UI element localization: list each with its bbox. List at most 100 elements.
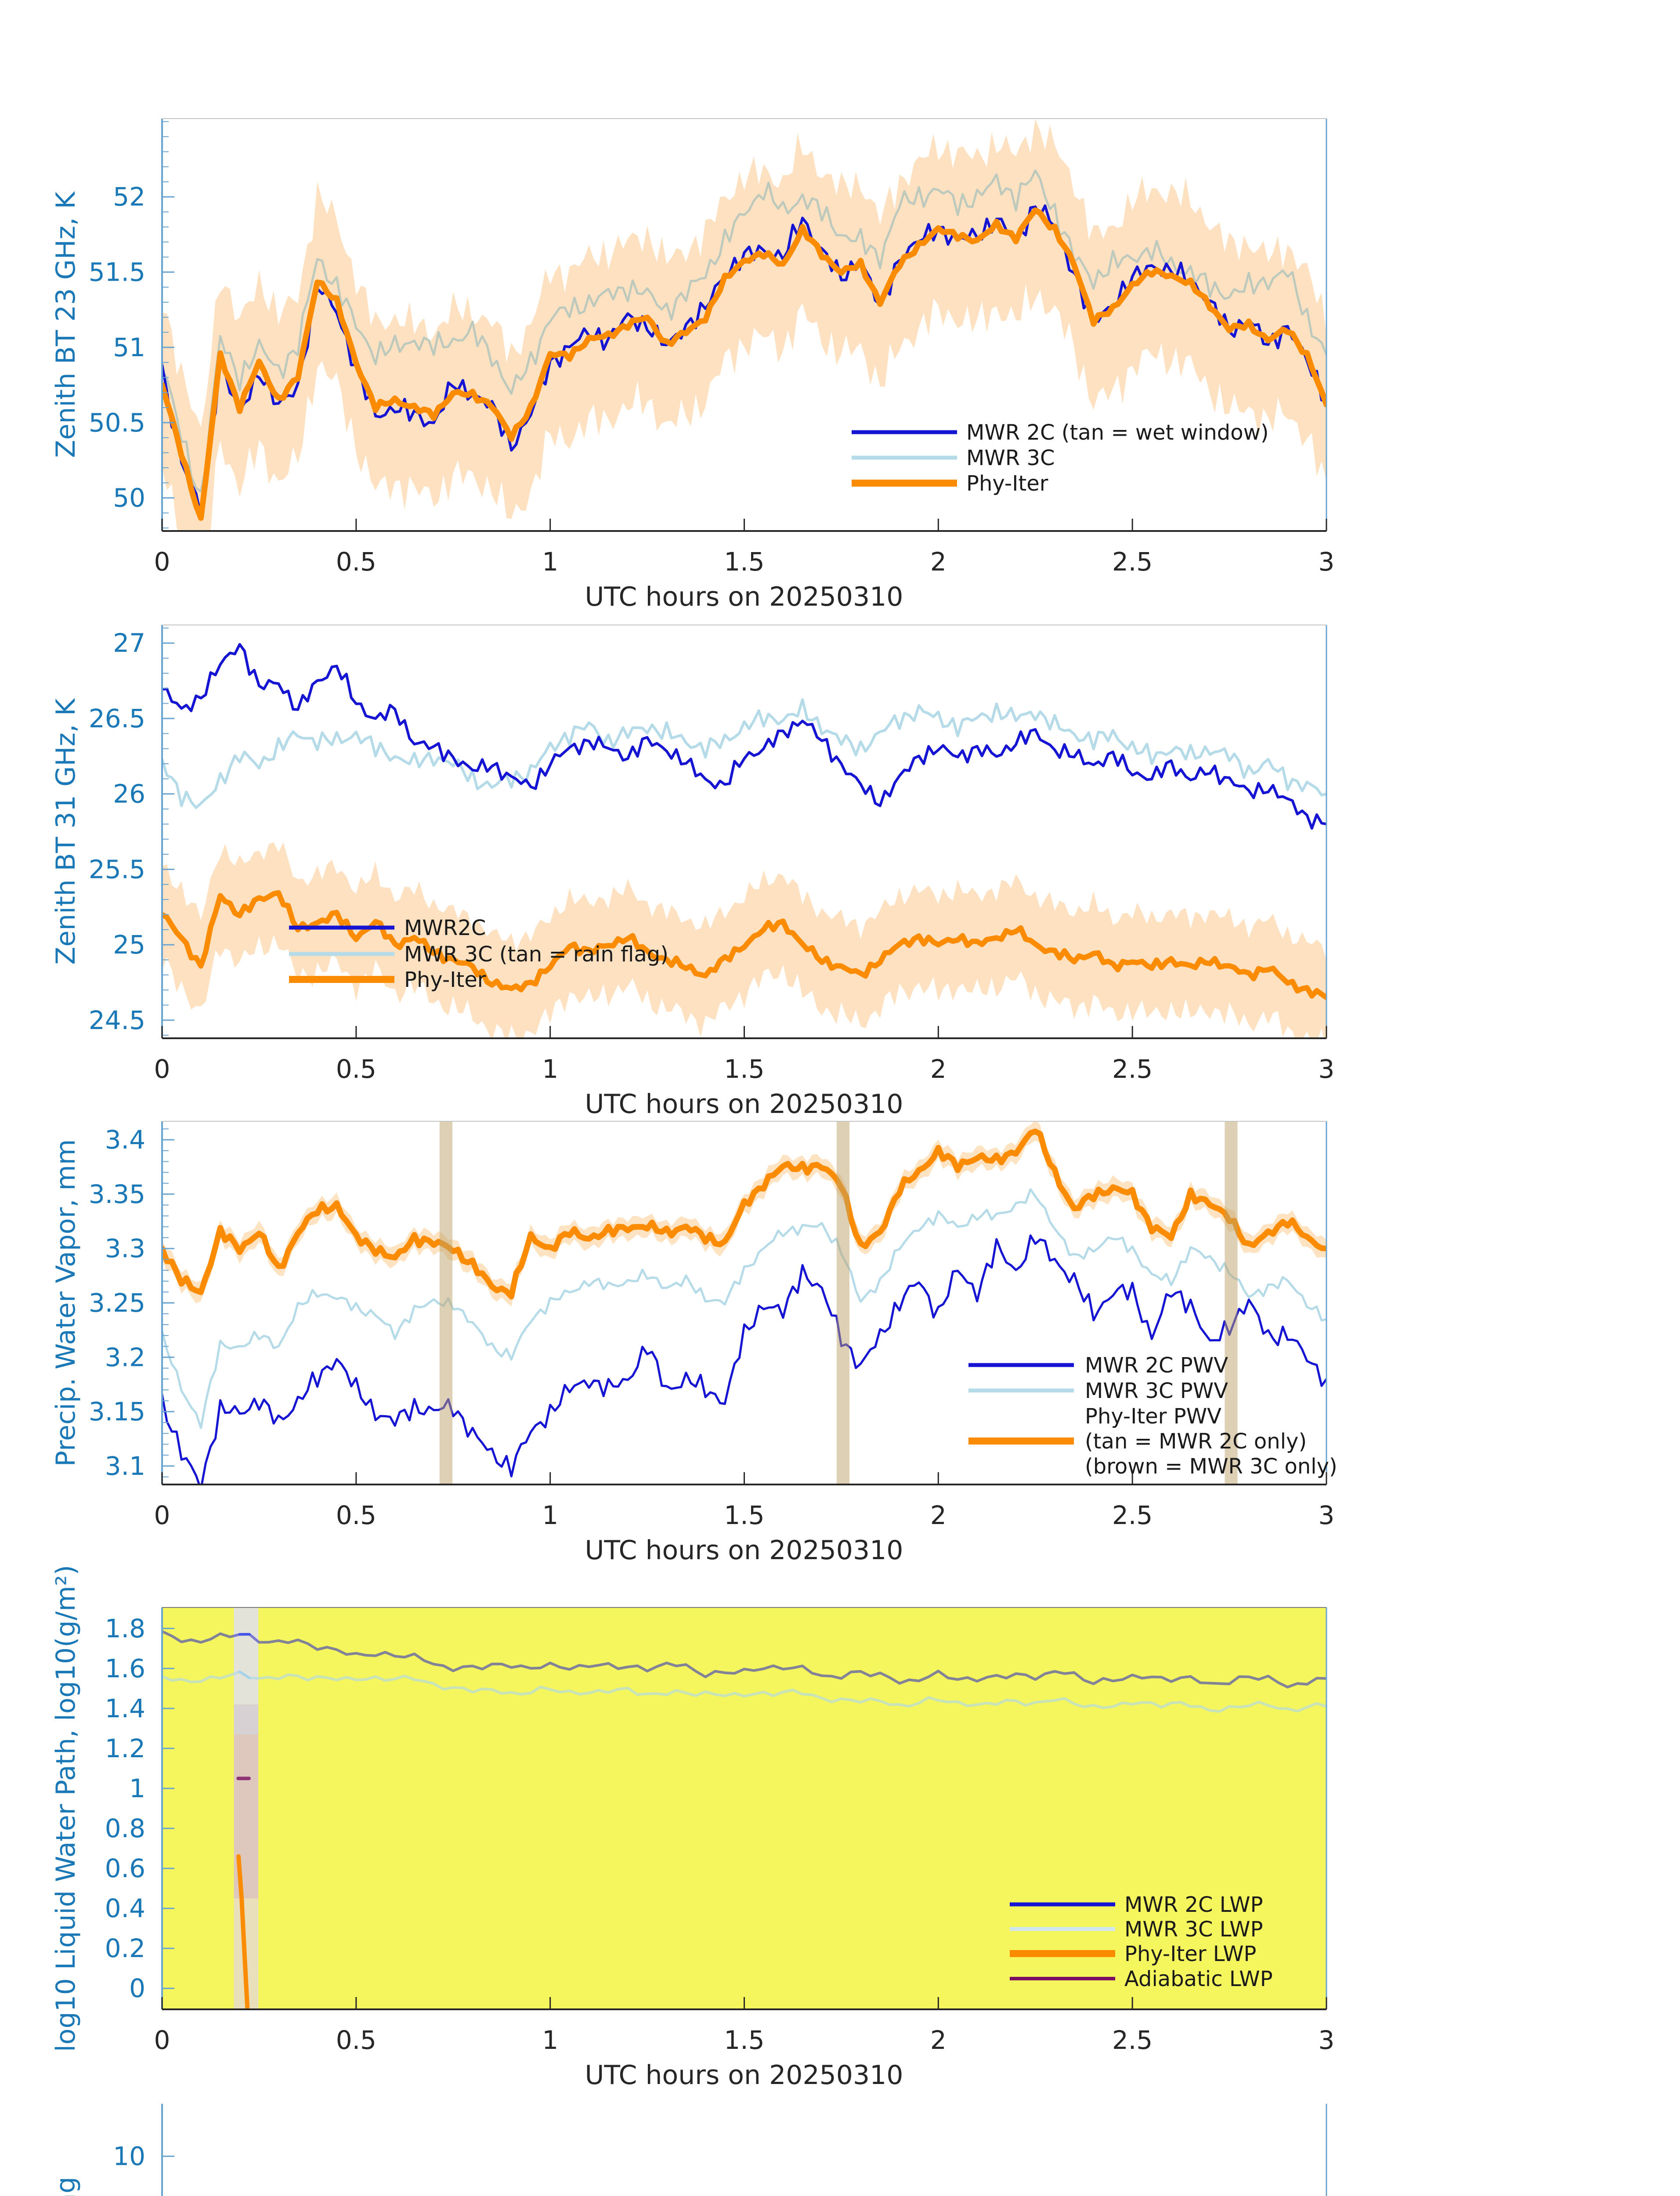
y-tick-label: 1.4 <box>105 1694 145 1723</box>
y-tick-label: 3.3 <box>105 1234 145 1264</box>
flag-band <box>234 1607 259 1705</box>
y-tick-label: 50 <box>113 483 145 513</box>
y-axis-label: log10 Liquid Water Path, log10(g/m²) <box>51 1565 81 2052</box>
flag-bar <box>439 1121 452 1484</box>
legend-item-label: Phy-Iter LWP <box>1124 1942 1257 1966</box>
series-line <box>162 1670 1326 1713</box>
x-tick-label: 3 <box>1319 1054 1335 1084</box>
x-axis-label: UTC hours on 20250310 <box>585 1535 903 1566</box>
x-tick-label: 0.5 <box>336 547 376 577</box>
series-line-flagged <box>238 1670 251 1680</box>
series-line <box>162 1630 1326 1689</box>
y-tick-label: 27 <box>113 628 145 658</box>
x-tick-label: 0.5 <box>336 1500 376 1530</box>
x-tick-label: 1.5 <box>724 547 764 577</box>
legend-item-label: MWR 3C (tan = rain flag) <box>404 942 668 967</box>
legend-item-label: MWR 2C PWV <box>1085 1353 1228 1378</box>
subplot-0-plot-area <box>162 119 1326 531</box>
x-tick-label: 2.5 <box>1112 1054 1153 1084</box>
series-line <box>162 1234 1326 1484</box>
x-tick-label: 2.5 <box>1112 1500 1153 1530</box>
legend-item-label: MWR2C <box>404 916 486 940</box>
y-axis-label: Precip. Water Vapor, mm <box>51 1139 81 1466</box>
series-line <box>236 1854 250 2009</box>
legend-item-label: MWR 2C LWP <box>1124 1893 1263 1917</box>
y-tick-label: 3.2 <box>105 1342 145 1372</box>
x-tick-label: 3 <box>1319 547 1335 577</box>
y-tick-label: 52 <box>113 182 145 212</box>
legend-item-label: MWR 3C LWP <box>1124 1917 1263 1942</box>
y-tick-label: 26.5 <box>89 704 145 733</box>
x-axis-label: UTC hours on 20250310 <box>585 582 903 612</box>
flag-bar <box>1225 1121 1238 1484</box>
flag-band <box>234 1704 259 1735</box>
y-tick-label: 3.25 <box>89 1288 145 1318</box>
x-tick-label: 0.5 <box>336 1054 376 1084</box>
x-tick-label: 1.5 <box>724 1500 764 1530</box>
y-tick-label: 0.6 <box>105 1853 145 1883</box>
series-line <box>162 643 1326 830</box>
y-tick-label: 0 <box>129 1973 145 2003</box>
x-tick-label: 1.5 <box>724 1054 764 1084</box>
uncertainty-band <box>162 1121 1326 1307</box>
legend-item-label: MWR 2C (tan = wet window) <box>966 420 1269 445</box>
y-tick-label: 0.8 <box>105 1813 145 1843</box>
x-tick-label: 2 <box>930 1054 947 1084</box>
x-tick-label: 2 <box>930 547 947 577</box>
x-tick-label: 1.5 <box>724 2025 764 2055</box>
y-tick-label: 51 <box>113 332 145 362</box>
y-tick-label: 3.35 <box>89 1179 145 1209</box>
legend-item-label: Phy-Iter <box>966 471 1048 496</box>
y-tick-label: 51.5 <box>89 257 145 287</box>
x-tick-label: 0 <box>154 1500 170 1530</box>
y-axis-label: MWR Phy Iter DQ Flag <box>51 2177 81 2196</box>
y-tick-label: 25 <box>113 930 145 960</box>
x-tick-label: 0 <box>154 1054 170 1084</box>
legend-item-label: MWR 3C <box>966 446 1055 470</box>
y-tick-label: 3.1 <box>105 1451 145 1481</box>
x-tick-label: 2.5 <box>1112 2025 1153 2055</box>
y-tick-label: 1.8 <box>105 1614 145 1643</box>
series-line <box>162 207 1326 521</box>
y-tick-label: 1.2 <box>105 1734 145 1763</box>
series-line <box>162 890 1326 1000</box>
x-tick-label: 1 <box>542 1054 558 1084</box>
y-tick-label: 3.15 <box>89 1397 145 1427</box>
legend-item-label: Phy-Iter PWV <box>1085 1404 1221 1429</box>
x-tick-label: 0 <box>154 2025 170 2055</box>
legend-item-label: (brown = MWR 3C only) <box>1085 1454 1337 1479</box>
x-tick-label: 3 <box>1319 2025 1335 2055</box>
legend-item-label: Adiabatic LWP <box>1124 1967 1273 1991</box>
series-line <box>162 1128 1326 1300</box>
uncertainty-band <box>162 842 1326 1038</box>
y-axis-label: Zenith BT 23 GHz, K <box>51 191 81 458</box>
x-tick-label: 1 <box>542 547 558 577</box>
series-line <box>162 1188 1326 1429</box>
x-axis-label: UTC hours on 20250310 <box>585 2060 903 2091</box>
subplot-3-plot-area <box>162 1607 1326 2009</box>
y-tick-label: 10 <box>113 2141 145 2171</box>
uncertainty-band <box>162 119 1326 531</box>
series-line <box>162 169 1326 493</box>
legend-item-label: MWR 3C PWV <box>1085 1379 1228 1403</box>
x-tick-label: 2 <box>930 2025 947 2055</box>
y-tick-label: 25.5 <box>89 854 145 884</box>
x-tick-label: 0 <box>154 547 170 577</box>
x-tick-label: 1 <box>542 1500 558 1530</box>
x-tick-label: 2.5 <box>1112 547 1153 577</box>
x-axis-label: UTC hours on 20250310 <box>585 1089 903 1120</box>
y-tick-label: 50.5 <box>89 408 145 437</box>
legend-item-label: Phy-Iter <box>404 968 486 992</box>
subplot-2-plot-area <box>162 1121 1326 1484</box>
series-line <box>162 698 1326 809</box>
x-tick-label: 2 <box>930 1500 947 1530</box>
y-axis-label: Zenith BT 31 GHz, K <box>51 698 81 965</box>
y-tick-label: 26 <box>113 779 145 809</box>
flag-bar <box>836 1121 849 1484</box>
y-tick-label: 3.4 <box>105 1125 145 1155</box>
x-tick-label: 1 <box>542 2025 558 2055</box>
x-tick-label: 3 <box>1319 1500 1335 1530</box>
